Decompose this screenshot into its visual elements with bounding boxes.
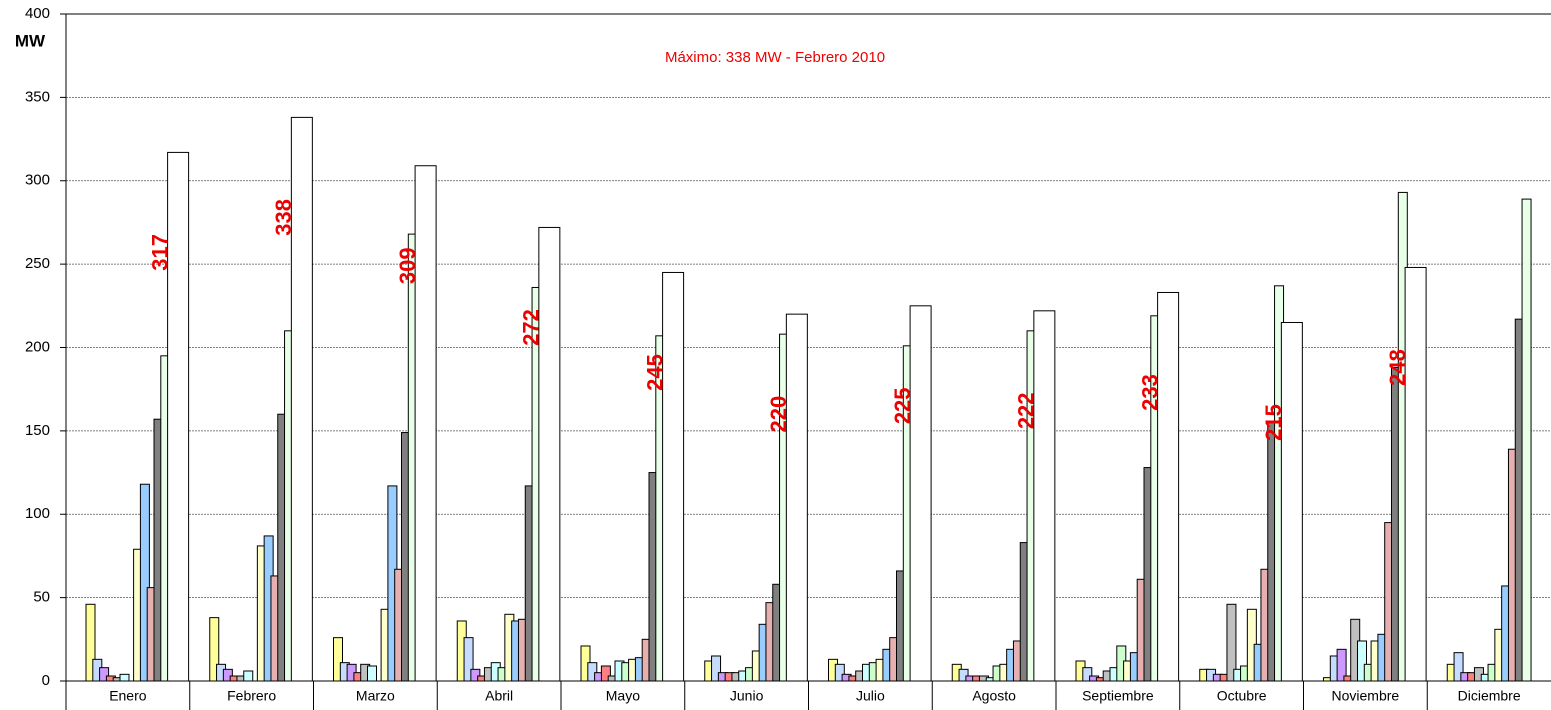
x-tick-label: Diciembre [1458, 688, 1521, 704]
data-label: 309 [395, 247, 420, 284]
x-tick-label: Febrero [227, 688, 276, 704]
y-tick-label: 200 [25, 338, 50, 355]
y-tick-label: 400 [25, 5, 50, 22]
data-label: 220 [766, 396, 791, 433]
y-tick-label: 250 [25, 255, 50, 272]
bar [538, 226, 561, 682]
y-axis-label: MW [15, 31, 46, 50]
y-tick-label: 0 [42, 672, 50, 689]
y-tick-label: 150 [25, 422, 50, 439]
y-tick-label: 50 [33, 589, 50, 606]
bar [243, 670, 254, 682]
x-tick-label: Abril [485, 688, 513, 704]
x-tick-label: Mayo [606, 688, 640, 704]
bar [367, 665, 377, 682]
bar [1033, 310, 1056, 682]
bar [1404, 266, 1427, 682]
x-tick-label: Julio [856, 688, 885, 704]
y-tick-label: 100 [25, 505, 50, 522]
x-tick-label: Enero [109, 688, 147, 704]
x-tick-label: Marzo [356, 688, 395, 704]
data-label: 215 [1261, 404, 1286, 441]
data-label: 248 [1385, 349, 1410, 386]
bar [1521, 198, 1532, 682]
bar [909, 305, 932, 682]
bar [414, 165, 437, 682]
data-label: 245 [642, 354, 667, 391]
bar [1280, 321, 1303, 682]
data-label: 233 [1137, 374, 1162, 411]
annotation: Máximo: 338 MW - Febrero 2010 [665, 49, 885, 66]
bar [662, 271, 685, 682]
y-tick-label: 350 [25, 88, 50, 105]
data-label: 222 [1014, 392, 1039, 429]
bar [785, 313, 808, 682]
bar [1157, 291, 1180, 682]
x-tick-label: Junio [730, 688, 764, 704]
data-label: 272 [519, 309, 544, 346]
x-tick-label: Octubre [1217, 688, 1267, 704]
bar [119, 673, 130, 682]
bar [167, 151, 190, 682]
data-label: 317 [147, 234, 172, 271]
data-label: 338 [271, 199, 296, 236]
data-label: 225 [890, 387, 915, 424]
x-tick-label: Agosto [972, 688, 1016, 704]
x-tick-label: Noviembre [1332, 688, 1400, 704]
x-tick-label: Septiembre [1082, 688, 1154, 704]
y-tick-label: 300 [25, 172, 50, 189]
